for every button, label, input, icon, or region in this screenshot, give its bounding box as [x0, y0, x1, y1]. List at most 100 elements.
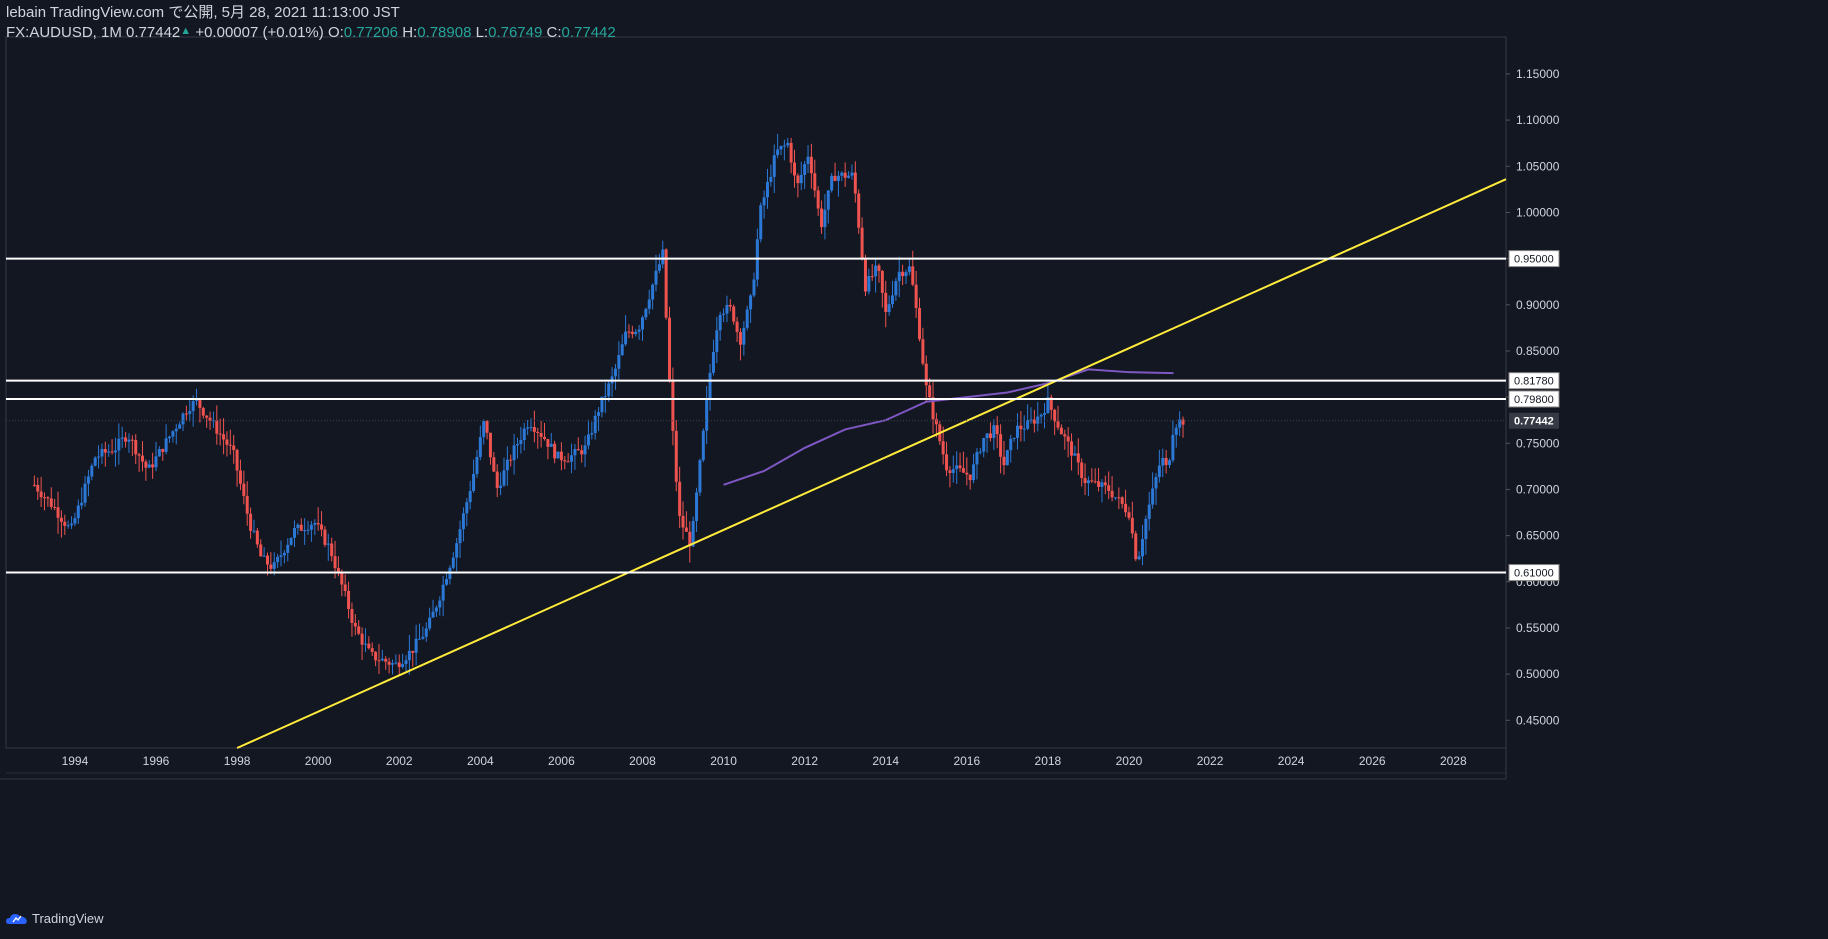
candle-body: [238, 470, 242, 484]
candle-body: [1130, 517, 1134, 534]
candle-body: [387, 661, 391, 665]
candle-body: [485, 421, 489, 433]
candle-body: [482, 421, 486, 438]
candle-body: [353, 622, 357, 627]
x-tick-label: 2024: [1278, 754, 1305, 768]
candle-body: [110, 451, 114, 453]
candle-body: [529, 427, 533, 429]
candle-body: [664, 249, 668, 318]
candle-body: [151, 464, 155, 468]
candle-body: [56, 507, 60, 518]
y-tick-label: 1.10000: [1516, 113, 1560, 127]
candle-body: [1124, 503, 1128, 513]
candle-body: [985, 433, 989, 439]
candle-body: [414, 638, 418, 653]
candle-body: [894, 281, 898, 296]
candle-body: [242, 483, 246, 496]
candle-body: [847, 175, 851, 178]
candle-body: [73, 518, 77, 524]
candle-body: [46, 497, 50, 499]
tradingview-logo-icon: [6, 913, 27, 924]
candle-body: [90, 465, 94, 477]
plot-area: [5, 36, 1507, 749]
candle-body: [708, 372, 712, 400]
candle-body: [330, 543, 334, 557]
candle-body: [59, 517, 63, 522]
candle-body: [793, 162, 797, 176]
candle-body: [695, 492, 699, 522]
publisher-line: lebain TradingView.com で公開, 5月 28, 2021 …: [6, 4, 400, 21]
candle-body: [698, 460, 702, 493]
candle-body: [262, 555, 266, 557]
low-value: 0.76749: [488, 24, 543, 41]
candles-group: [32, 133, 1185, 675]
candle-body: [738, 332, 742, 345]
candle-body: [336, 568, 340, 572]
candle-body: [826, 190, 830, 210]
candle-body: [188, 411, 192, 414]
candle-body: [1049, 397, 1053, 410]
candle-body: [816, 190, 820, 209]
x-tick-label: 1996: [143, 754, 170, 768]
level-price-badge: [1508, 564, 1560, 582]
level-price-label: 0.79800: [1514, 394, 1554, 406]
candle-body: [380, 658, 384, 661]
candle-body: [441, 584, 445, 601]
candle-body: [164, 438, 168, 452]
candle-body: [1174, 427, 1178, 435]
candle-body: [519, 440, 523, 445]
candle-body: [593, 415, 597, 434]
candle-body: [992, 425, 996, 439]
candle-body: [134, 440, 138, 455]
candle-body: [563, 460, 567, 462]
candle-body: [357, 626, 361, 634]
candle-body: [1178, 419, 1182, 428]
candle-body: [76, 505, 80, 519]
x-tick-label: 1994: [62, 754, 89, 768]
candle-body: [157, 449, 161, 457]
candle-body: [590, 433, 594, 435]
candle-body: [384, 658, 388, 662]
candle-body: [445, 579, 449, 585]
candle-body: [684, 527, 688, 532]
candle-body: [711, 351, 715, 373]
last-price-badge: [1509, 412, 1559, 429]
candle-body: [1012, 437, 1016, 439]
candle-body: [1144, 518, 1148, 540]
candle-body: [603, 396, 607, 398]
candle-body: [1059, 427, 1063, 435]
candle-body: [853, 172, 857, 194]
candle-body: [681, 515, 685, 528]
candle-body: [1113, 497, 1117, 499]
candle-body: [174, 428, 178, 432]
candle-body: [394, 662, 398, 664]
candle-body: [580, 450, 584, 455]
open-value: 0.77206: [343, 24, 399, 41]
candle-body: [299, 524, 303, 531]
candle-body: [49, 498, 53, 508]
candle-body: [80, 502, 84, 506]
candle-body: [1070, 441, 1074, 456]
candle-body: [93, 457, 97, 466]
candle-body: [465, 502, 469, 514]
x-tick-label: 2012: [791, 754, 818, 768]
candle-body: [948, 470, 952, 473]
y-tick-label: 0.90000: [1516, 298, 1560, 312]
candle-body: [66, 525, 70, 527]
candle-body: [323, 529, 327, 545]
candle-body: [347, 590, 351, 610]
candle-body: [972, 464, 976, 481]
candle-body: [779, 146, 783, 150]
candle-body: [647, 299, 651, 309]
symbol-label[interactable]: FX:AUDUSD, 1M: [6, 24, 122, 41]
candle-body: [745, 309, 749, 328]
candle-body: [113, 450, 117, 453]
candle-body: [390, 663, 394, 665]
candle-body: [333, 556, 337, 569]
trendline: [236, 178, 1507, 749]
candle-body: [397, 662, 401, 667]
candle-body: [566, 461, 570, 463]
candle-body: [1107, 485, 1111, 491]
tradingview-brand[interactable]: TradingView: [6, 911, 104, 926]
